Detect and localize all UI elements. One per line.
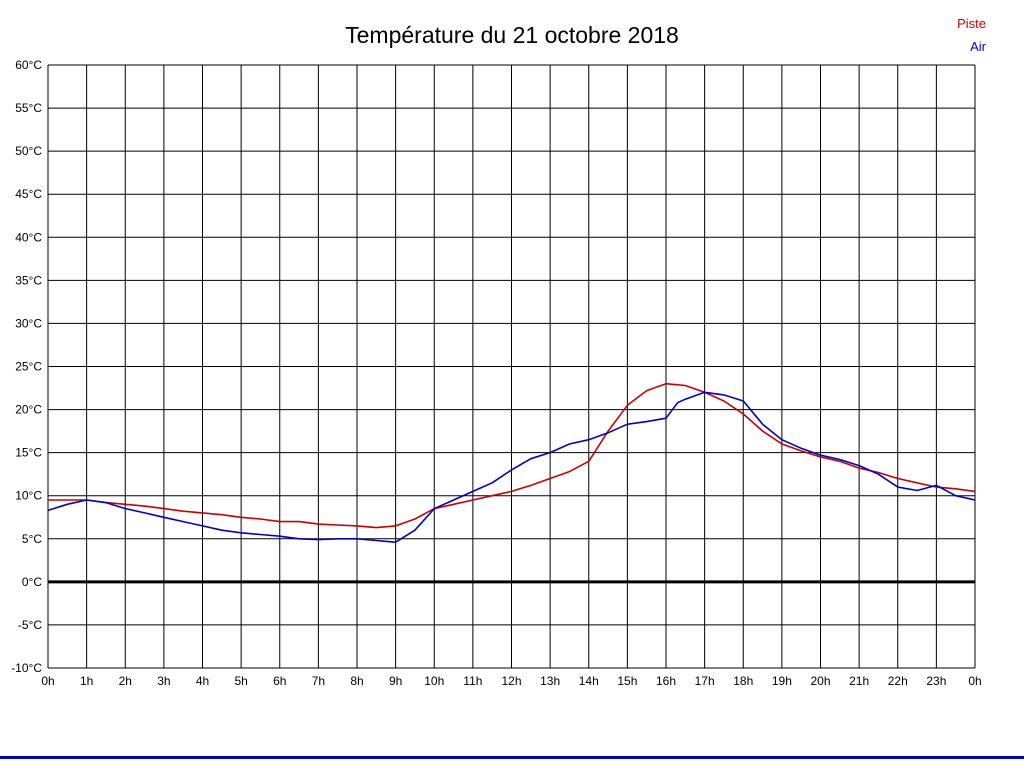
y-tick-label: 10°C (15, 489, 42, 503)
chart-title: Température du 21 octobre 2018 (345, 22, 679, 48)
y-tick-label: 0°C (22, 575, 42, 589)
x-tick-label: 11h (463, 674, 482, 688)
x-tick-label: 18h (733, 674, 753, 688)
y-tick-label: 40°C (15, 230, 42, 244)
x-tick-label: 1h (80, 674, 93, 688)
y-tick-label: 50°C (15, 144, 42, 158)
x-tick-label: 9h (389, 674, 402, 688)
x-tick-label: 22h (888, 674, 908, 688)
x-tick-label: 20h (810, 674, 830, 688)
legend: Piste Air (957, 12, 986, 58)
x-tick-label: 13h (540, 674, 560, 688)
x-tick-label: 15h (617, 674, 637, 688)
x-tick-label: 17h (695, 674, 715, 688)
legend-item-piste: Piste (957, 16, 986, 31)
series-line-piste (48, 382, 976, 529)
x-tick-label: 7h (312, 674, 325, 688)
series-line-air (47, 391, 976, 544)
y-tick-label: 45°C (15, 187, 42, 201)
legend-item-air: Air (970, 39, 986, 54)
y-tick-label: 5°C (22, 532, 42, 546)
x-tick-label: 10h (424, 674, 444, 688)
bottom-accent-bar (0, 756, 1024, 759)
y-tick-label: 55°C (15, 101, 42, 115)
x-tick-label: 23h (926, 674, 946, 688)
y-tick-label: 20°C (15, 403, 42, 417)
y-tick-label: 30°C (15, 316, 42, 330)
x-tick-label: 19h (772, 674, 792, 688)
y-tick-label: -5°C (18, 618, 42, 632)
x-tick-label: 3h (157, 674, 170, 688)
x-tick-label: 2h (119, 674, 132, 688)
x-tick-label: 14h (579, 674, 599, 688)
x-tick-label: 12h (501, 674, 521, 688)
x-tick-label: 0h (41, 674, 54, 688)
x-tick-label: 16h (656, 674, 676, 688)
x-tick-label: 5h (234, 674, 247, 688)
y-tick-label: 25°C (15, 360, 42, 374)
y-tick-label: 35°C (15, 273, 42, 287)
y-tick-label: 15°C (15, 446, 42, 460)
x-tick-label: 21h (849, 674, 869, 688)
x-tick-label: 4h (196, 674, 209, 688)
x-tick-label: 0h (968, 674, 981, 688)
x-tick-label: 8h (350, 674, 363, 688)
y-tick-label: 60°C (15, 58, 42, 72)
x-tick-label: 6h (273, 674, 286, 688)
y-tick-label: -10°C (11, 661, 42, 675)
